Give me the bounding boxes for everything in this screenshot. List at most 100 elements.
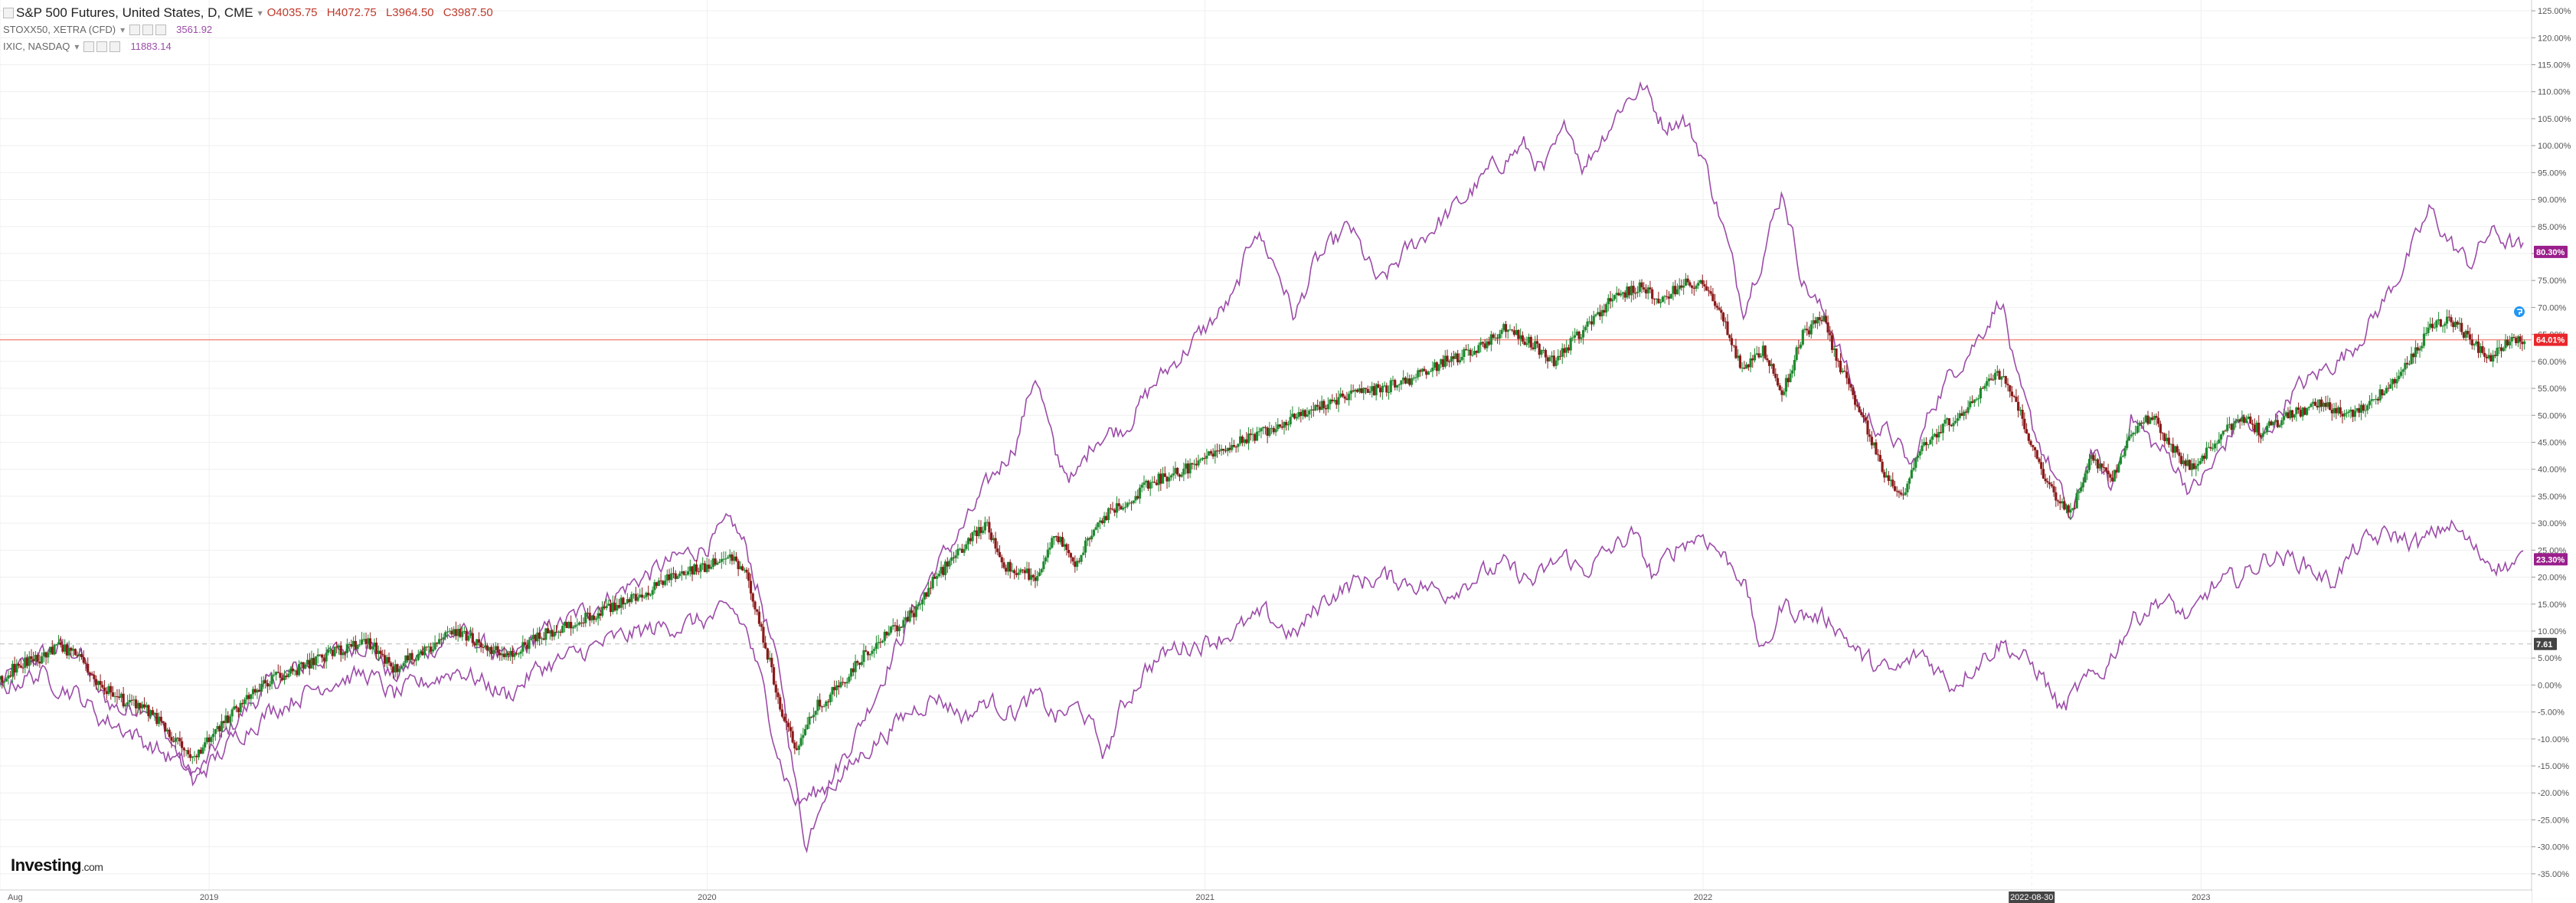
candle-body xyxy=(843,682,847,684)
candle-body xyxy=(563,622,567,627)
visibility-icon[interactable] xyxy=(83,41,95,52)
candle-body xyxy=(1981,388,1984,389)
candle-body xyxy=(1640,282,1643,288)
series-line-ixic xyxy=(0,80,2524,854)
candle-body xyxy=(542,638,545,640)
candle-body xyxy=(2261,433,2264,437)
candle-body xyxy=(1394,380,1397,388)
candle-body xyxy=(2406,362,2409,365)
candle-body xyxy=(1992,379,1995,381)
candle-body xyxy=(2132,433,2135,435)
settings-icon[interactable] xyxy=(142,25,154,35)
candle-body xyxy=(1667,296,1671,299)
candle-body xyxy=(5,678,8,682)
candle-body xyxy=(80,653,83,657)
y-axis-bg xyxy=(2532,0,2576,903)
candle-body xyxy=(678,573,682,577)
candle-body xyxy=(2215,443,2218,444)
candle-body xyxy=(2466,331,2470,335)
candle-body xyxy=(2368,401,2372,406)
series-layer xyxy=(0,80,2526,854)
candle-body xyxy=(356,645,359,649)
candle-body xyxy=(2012,396,2015,398)
candle-body xyxy=(1021,569,1025,571)
candle-body xyxy=(1214,450,1217,457)
candle-body xyxy=(1427,371,1430,375)
candle-body xyxy=(1912,467,1915,470)
candle-body xyxy=(2009,384,2012,392)
candle-body xyxy=(856,661,859,663)
candle-body xyxy=(228,716,232,723)
y-tick-label: 55.00% xyxy=(2538,384,2567,394)
candle-body xyxy=(927,587,930,597)
candle-body xyxy=(1186,463,1189,474)
candle-body xyxy=(1224,450,1228,452)
legend-compare-symbol[interactable]: IXIC, NASDAQ xyxy=(3,41,70,52)
candle-body xyxy=(2492,355,2495,362)
candle-body xyxy=(942,567,945,575)
candle-body xyxy=(2209,447,2212,449)
candle-body xyxy=(151,710,154,715)
candle-body xyxy=(419,651,422,654)
candle-body xyxy=(1885,475,1888,478)
candle-body xyxy=(197,749,201,757)
candle-body xyxy=(2042,469,2045,479)
candle-body xyxy=(2006,384,2009,385)
candle-body xyxy=(235,706,238,708)
candle-body xyxy=(1697,283,1700,286)
candle-body xyxy=(107,685,110,695)
candle-body xyxy=(946,561,949,567)
legend: S&P 500 Futures, United States, D, CME ▾… xyxy=(3,5,499,55)
candle-body xyxy=(1914,457,1917,468)
legend-main-symbol[interactable]: S&P 500 Futures, United States, D, CME xyxy=(16,5,253,20)
candle-body xyxy=(2523,341,2526,345)
candle-body xyxy=(319,654,322,656)
candle-body xyxy=(433,643,436,649)
series-candles-sp500 xyxy=(0,273,2526,764)
candle-body xyxy=(1669,293,1672,299)
close-icon[interactable] xyxy=(155,25,167,35)
candle-body xyxy=(2475,341,2478,345)
candle-body xyxy=(51,646,54,655)
close-icon[interactable] xyxy=(110,41,121,52)
visibility-icon[interactable] xyxy=(129,25,141,35)
candle-body xyxy=(406,655,410,661)
candle-body xyxy=(2485,356,2489,358)
candle-body xyxy=(2398,375,2401,380)
candle-body xyxy=(76,655,79,656)
candle-body xyxy=(479,643,482,647)
candle-body xyxy=(1776,378,1780,386)
chevron-down-icon[interactable]: ▾ xyxy=(120,25,126,35)
candle-body xyxy=(2159,424,2162,434)
brand-name: Investing xyxy=(11,856,82,875)
candle-body xyxy=(1437,364,1440,371)
candle-body xyxy=(762,627,765,643)
alert-circle xyxy=(2514,306,2525,318)
collapse-icon[interactable] xyxy=(3,8,14,18)
candle-body xyxy=(1113,509,1116,513)
candle-body xyxy=(53,644,56,655)
candle-body xyxy=(38,661,41,664)
candle-body xyxy=(697,571,700,573)
alert-icon[interactable] xyxy=(2514,306,2525,318)
candle-body xyxy=(1889,479,1892,481)
candle-body xyxy=(398,669,401,672)
candle-body xyxy=(381,653,384,656)
candle-body xyxy=(1538,343,1541,355)
candle-body xyxy=(802,735,805,738)
candle-body xyxy=(78,653,81,656)
candle-body xyxy=(1452,356,1455,359)
candle-body xyxy=(973,530,976,532)
candle-body xyxy=(1674,286,1677,295)
candle-body xyxy=(139,702,142,708)
chevron-down-icon[interactable]: ▾ xyxy=(74,41,80,52)
candle-body xyxy=(2383,393,2386,396)
candle-body xyxy=(2435,320,2438,328)
candle-body xyxy=(2165,437,2169,441)
candle-body xyxy=(130,699,133,701)
legend-compare-symbol[interactable]: STOXX50, XETRA (CFD) xyxy=(3,24,116,35)
chevron-down-icon[interactable]: ▾ xyxy=(257,8,263,18)
candle-body xyxy=(1417,370,1420,378)
settings-icon[interactable] xyxy=(96,41,108,52)
